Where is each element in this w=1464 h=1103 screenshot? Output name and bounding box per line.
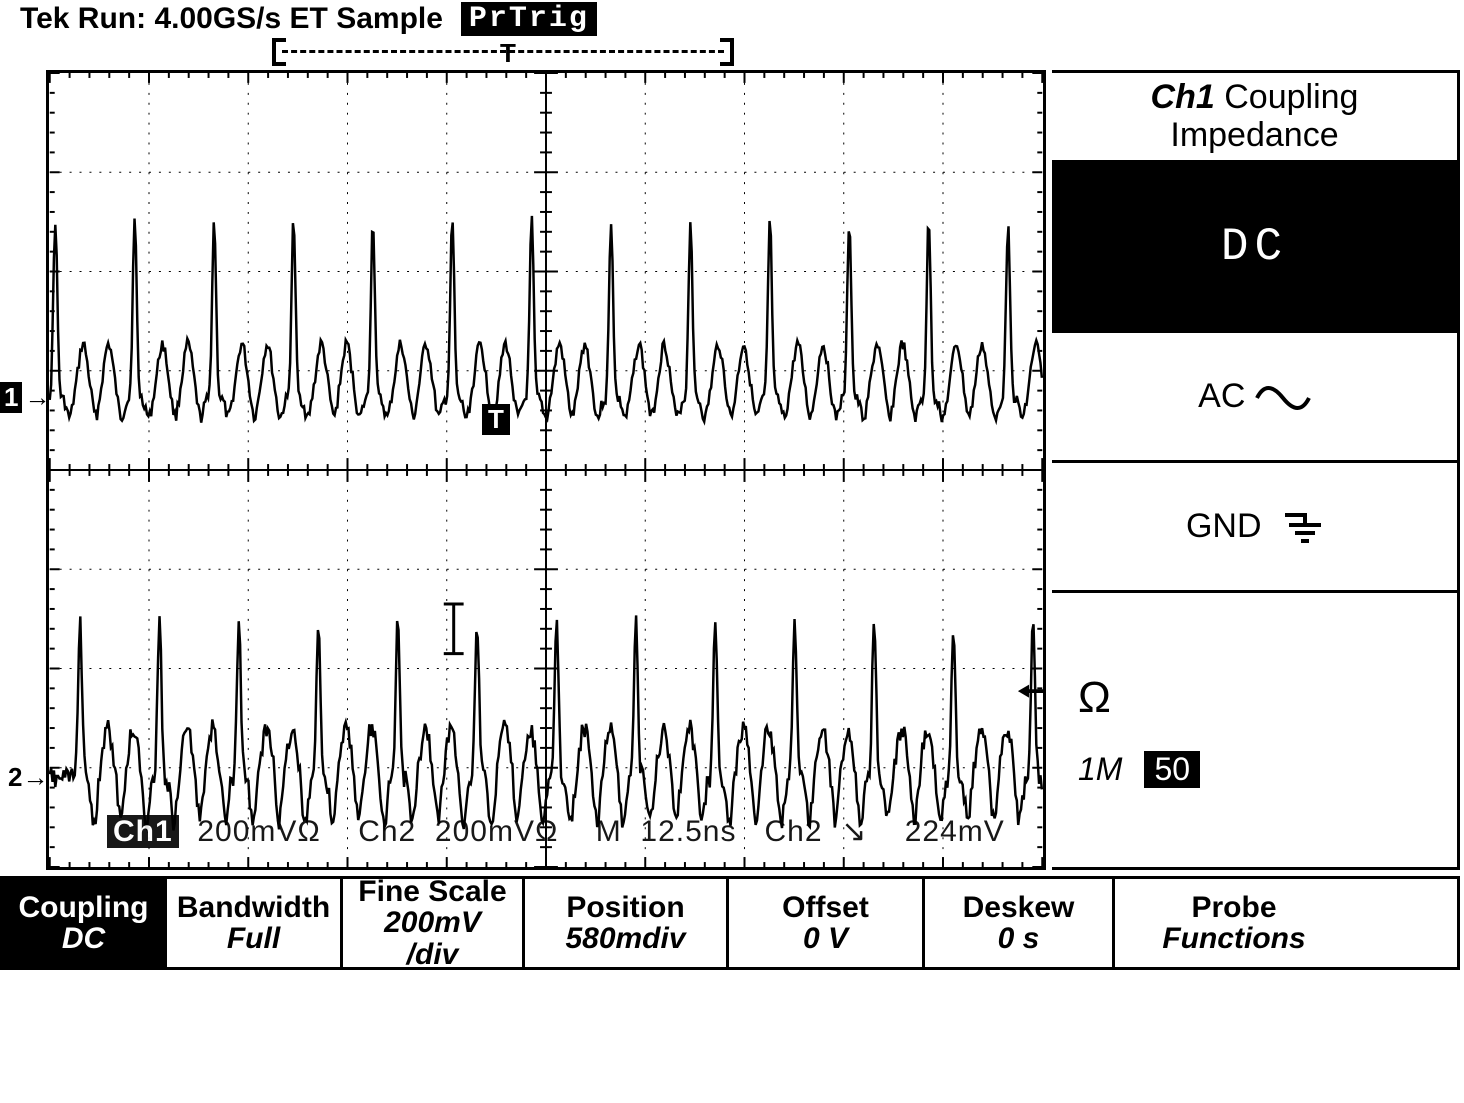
scroll-right-bracket	[720, 38, 734, 66]
readout-ch1-label: Ch1	[107, 815, 179, 848]
menu-label: Fine Scale	[358, 876, 506, 908]
side-title-ch: Ch1	[1151, 78, 1215, 116]
run-status-text: Tek Run: 4.00GS/s ET Sample	[20, 2, 443, 36]
menu-value: DC	[62, 923, 105, 955]
measurement-readout: Ch1 200mVΩ Ch2 200mVΩ M 12.5ns Ch2 ↘ 224…	[107, 814, 1005, 849]
impedance-button[interactable]: Ω 1M 50	[1052, 593, 1457, 867]
sine-wave-icon	[1255, 383, 1311, 413]
gnd-label: GND	[1186, 507, 1262, 545]
ground-icon	[1279, 511, 1323, 545]
side-menu: Ch1 Coupling Impedance DC AC GND	[1052, 70, 1460, 870]
menu-label: Offset	[782, 892, 869, 924]
trigger-level-arrow-icon: 🠔	[1017, 668, 1047, 725]
readout-ch2-label: Ch2	[358, 815, 416, 848]
bottom-menu-position[interactable]: Position580mdiv	[525, 879, 729, 967]
side-title-coupling: Coupling	[1224, 78, 1358, 116]
ch1-marker-label: 1	[0, 382, 22, 413]
menu-value: 580mdiv	[565, 923, 685, 955]
menu-label: Deskew	[963, 892, 1075, 924]
readout-time-scale: 12.5ns	[640, 815, 736, 848]
bottom-menu-bandwidth[interactable]: BandwidthFull	[167, 879, 343, 967]
menu-label: Position	[566, 892, 684, 924]
menu-value: 0 s	[998, 923, 1040, 955]
bottom-menu: CouplingDCBandwidthFullFine Scale200mV/d…	[0, 876, 1460, 970]
readout-ch2-scale: 200mVΩ	[435, 815, 558, 848]
bottom-menu-offset[interactable]: Offset0 V	[729, 879, 925, 967]
bottom-menu-fine-scale[interactable]: Fine Scale200mV/div	[343, 879, 525, 967]
menu-value: 200mV	[384, 907, 481, 939]
ac-label: AC	[1198, 377, 1245, 415]
waveform-svg	[49, 73, 1043, 867]
coupling-gnd-button[interactable]: GND	[1052, 463, 1457, 593]
ohm-icon: Ω	[1078, 673, 1111, 723]
menu-value: 0 V	[803, 923, 848, 955]
side-menu-title: Ch1 Coupling Impedance	[1052, 73, 1457, 163]
waveform-display[interactable]: T 🠔 Ch1 200mVΩ Ch2 200mVΩ M 12.5ns Ch2 ↘…	[46, 70, 1046, 870]
bottom-menu-deskew[interactable]: Deskew0 s	[925, 879, 1115, 967]
menu-value: Full	[227, 923, 280, 955]
readout-ch1-scale: 200mVΩ	[197, 815, 320, 848]
ch2-ground-marker: 2→	[8, 762, 48, 793]
menu-label: Coupling	[19, 892, 149, 924]
coupling-ac-button[interactable]: AC	[1052, 333, 1457, 463]
arrow-right-icon: →	[22, 762, 48, 793]
impedance-1m-label: 1M	[1078, 751, 1122, 788]
impedance-50-label: 50	[1144, 751, 1200, 788]
readout-trig-level: 224mV	[905, 815, 1005, 848]
menu-value-2: /div	[407, 939, 459, 971]
trigger-state-badge: PrTrig	[461, 2, 597, 36]
ch2-marker-label: 2	[8, 762, 22, 793]
bottom-menu-coupling[interactable]: CouplingDC	[3, 879, 167, 967]
bottom-menu-probe[interactable]: ProbeFunctions	[1115, 879, 1353, 967]
trigger-position-marker: T	[482, 404, 510, 435]
menu-label: Bandwidth	[177, 892, 330, 924]
menu-label: Probe	[1191, 892, 1276, 924]
ch1-ground-marker: 1→	[0, 382, 50, 413]
scroll-trigger-marker: T	[500, 38, 516, 69]
menu-value: Functions	[1162, 923, 1305, 955]
side-title-impedance: Impedance	[1170, 117, 1338, 154]
readout-trig-src: Ch2	[765, 815, 823, 848]
horizontal-scroll-indicator: T	[272, 38, 734, 66]
readout-trig-edge-icon: ↘	[841, 815, 867, 848]
status-bar: Tek Run: 4.00GS/s ET Sample PrTrig	[20, 2, 597, 36]
readout-time-label: M	[596, 815, 622, 848]
coupling-dc-button[interactable]: DC	[1052, 163, 1457, 333]
dc-label: DC	[1221, 221, 1288, 273]
